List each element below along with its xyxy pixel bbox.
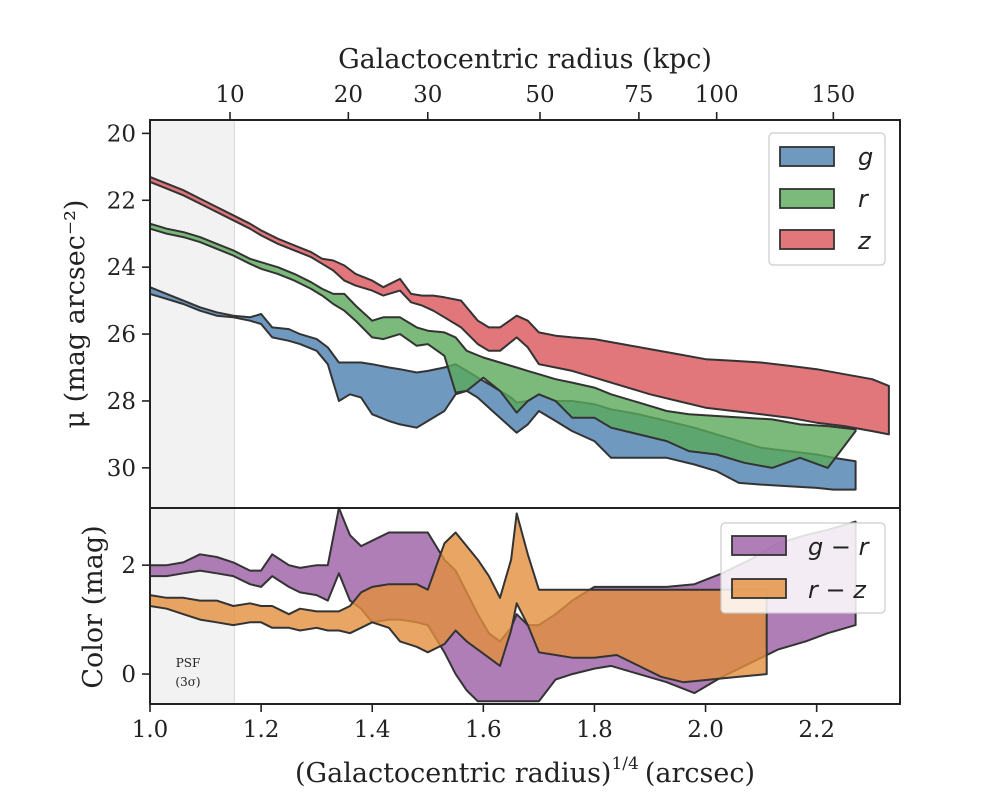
top-tick-label: 20 (334, 82, 363, 108)
ytick-label-top: 24 (107, 255, 136, 281)
top-panel-ylabel: μ (mag arcsec⁻²) (60, 200, 91, 429)
psf-label-line1: PSF (176, 656, 201, 670)
legend-label-z: z (857, 227, 872, 255)
ytick-label-top: 26 (107, 322, 136, 348)
legend-label-g-r: g − r (808, 533, 871, 561)
band-r (149, 222, 857, 469)
bottom-axis-label-unit: (arcsec) (645, 758, 755, 789)
legend-label-g: g (858, 143, 873, 171)
legend-label-r: r (858, 185, 870, 213)
top-tick-label: 30 (413, 82, 442, 108)
ytick-label-top: 30 (107, 456, 136, 482)
bottom-panel-frame (149, 507, 901, 705)
ytick-label-top: 22 (107, 188, 136, 214)
xtick-label: 1.6 (465, 717, 502, 743)
color-bands (149, 507, 857, 703)
top-tick-label: 50 (525, 82, 554, 108)
legend-swatch-r (779, 188, 835, 209)
top-axis-label: Galactocentric radius (kpc) (338, 44, 712, 75)
psf-label-line2: (3σ) (175, 675, 200, 689)
xtick-label: 2.2 (798, 717, 835, 743)
top-tick-label: 75 (624, 82, 653, 108)
bottom-legend: g − r r − z (720, 522, 886, 614)
top-tick-label: 100 (695, 82, 739, 108)
bottom-panel-ylabel: Color (mag) (78, 525, 109, 688)
ytick-label-bottom: 0 (121, 662, 136, 688)
ytick-label-top: 28 (107, 389, 136, 415)
surface-brightness-bands (149, 175, 890, 491)
legend-swatch-z (779, 229, 835, 250)
bottom-axis-label-exponent: 1/4 (611, 754, 638, 774)
legend-swatch-g (779, 146, 835, 167)
ytick-label-bottom: 2 (121, 553, 136, 579)
top-tick-label: 150 (811, 82, 855, 108)
legend-label-r-z: r − z (808, 576, 867, 604)
bottom-axis-label-main: (Galactocentric radius) (295, 758, 611, 789)
xtick-label: 2.0 (687, 717, 724, 743)
xtick-label: 1.8 (576, 717, 613, 743)
legend-swatch-r-z (731, 578, 787, 599)
band-r-z (149, 512, 768, 684)
axis-ticks: 20 22 24 26 28 30 0 2 1.0 1.2 1.4 1.6 1.8 2.0 2.2 10 20 3… (107, 82, 856, 743)
xtick-label: 1.0 (132, 717, 169, 743)
top-tick-label: 10 (215, 82, 244, 108)
legend-swatch-g-r (731, 535, 787, 556)
bottom-axis-label: (Galactocentric radius)1/4 (arcsec) (295, 754, 755, 789)
xtick-label: 1.2 (243, 717, 280, 743)
xtick-label: 1.4 (354, 717, 391, 743)
top-legend: g r z (768, 132, 886, 266)
band-z (149, 175, 890, 436)
ytick-label-top: 20 (107, 121, 136, 147)
